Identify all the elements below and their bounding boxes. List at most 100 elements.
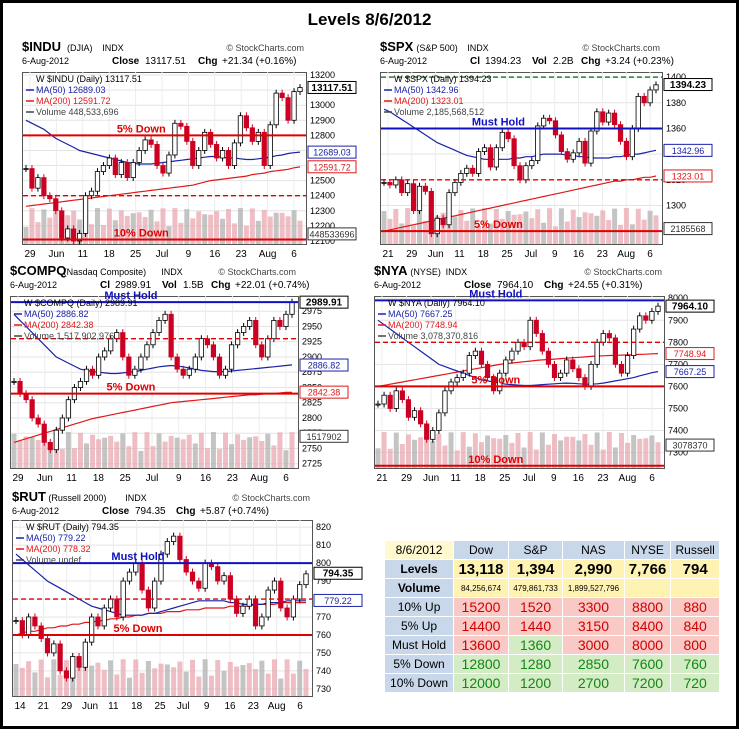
candle bbox=[649, 311, 655, 321]
candle bbox=[126, 571, 133, 582]
candle bbox=[503, 359, 509, 374]
volume-bar bbox=[649, 435, 655, 468]
volume-bar bbox=[381, 432, 387, 468]
legend-entry: MA(200) 778.32 bbox=[26, 544, 91, 554]
value-tag-text: 13117.51 bbox=[311, 83, 353, 94]
value-tag bbox=[663, 143, 713, 157]
candle bbox=[53, 429, 59, 451]
candle bbox=[139, 562, 145, 591]
candle bbox=[158, 553, 164, 582]
close-value: 7964.10 bbox=[497, 280, 534, 291]
x-tick-label: 18 bbox=[478, 249, 490, 260]
chart-exchange: INDX bbox=[467, 43, 489, 53]
volume-bar bbox=[94, 208, 100, 244]
volume-bar bbox=[183, 671, 189, 696]
volume-bar bbox=[95, 662, 101, 696]
candle bbox=[545, 350, 552, 365]
candle bbox=[617, 124, 624, 142]
chart-name: (NYSE) bbox=[410, 267, 441, 277]
candle bbox=[124, 162, 130, 179]
volume-bar bbox=[265, 673, 271, 696]
candle bbox=[166, 154, 172, 174]
volume-bar bbox=[184, 209, 190, 244]
table-cell: 1200 bbox=[507, 673, 564, 693]
volume-bar bbox=[458, 210, 464, 244]
volume-bar bbox=[527, 432, 533, 468]
candle bbox=[41, 177, 47, 197]
volume-bar bbox=[190, 218, 196, 244]
volume-bar bbox=[126, 677, 132, 696]
x-tick-label: Jun bbox=[82, 701, 98, 712]
candle bbox=[76, 656, 82, 668]
legend-entry: W $RUT (Daily) 794.35 bbox=[26, 522, 119, 532]
legend-entry: W $SPX (Daily) 1394.23 bbox=[394, 74, 492, 84]
table-cell: 7600 bbox=[623, 654, 672, 674]
legend-entry: MA(50) 779.22 bbox=[26, 533, 86, 543]
candle bbox=[208, 131, 214, 145]
volume-bar bbox=[399, 444, 405, 468]
candle bbox=[558, 372, 564, 378]
volume-bar bbox=[243, 225, 249, 244]
volume-bar bbox=[220, 218, 226, 244]
candle bbox=[243, 115, 249, 129]
table-cell: 7,766 bbox=[623, 559, 672, 579]
candle bbox=[219, 150, 226, 159]
volume-bar bbox=[511, 214, 517, 244]
volume-bar bbox=[493, 208, 499, 244]
candle bbox=[112, 157, 118, 175]
candle bbox=[623, 140, 630, 158]
candle bbox=[297, 584, 303, 600]
close-value: 13117.51 bbox=[145, 56, 186, 67]
candle bbox=[162, 313, 168, 321]
x-tick-label: 18 bbox=[131, 701, 143, 712]
candle bbox=[29, 168, 35, 189]
y-tick-label: 750 bbox=[316, 648, 331, 658]
candle bbox=[452, 181, 458, 194]
volume-bar bbox=[47, 444, 53, 468]
level-label: Must Hold bbox=[104, 290, 157, 302]
vol-value: 2.2B bbox=[553, 56, 574, 67]
candle bbox=[53, 198, 59, 212]
candle bbox=[106, 157, 112, 166]
candle bbox=[221, 575, 227, 582]
row-label: 5% Down bbox=[383, 654, 455, 674]
volume-bar bbox=[208, 675, 214, 696]
candle bbox=[588, 130, 594, 164]
candle bbox=[624, 355, 631, 374]
volume-bar bbox=[290, 673, 296, 696]
volume-bar bbox=[588, 213, 594, 244]
value-tag-text: 2989.91 bbox=[306, 298, 343, 309]
row-label: Must Hold bbox=[383, 635, 455, 655]
candle bbox=[136, 150, 142, 163]
candle bbox=[183, 559, 189, 573]
chg-value: +22.01 (+0.74%) bbox=[235, 280, 310, 291]
x-tick-label: 11 bbox=[78, 249, 89, 260]
volume-bar bbox=[23, 436, 29, 468]
candle bbox=[618, 363, 625, 374]
y-tick-label: 8000 bbox=[668, 293, 688, 303]
table-cell: 14400 bbox=[453, 616, 509, 636]
row-label: 5% Up bbox=[383, 616, 455, 636]
y-tick-label: 1360 bbox=[666, 123, 686, 133]
value-tag bbox=[665, 347, 715, 361]
y-tick-label: 12900 bbox=[310, 115, 335, 125]
volume-bar bbox=[533, 449, 539, 468]
chart-symbol: $SPX bbox=[380, 40, 414, 54]
level-label: 5% Down bbox=[471, 374, 520, 386]
vol-label: Vol bbox=[162, 280, 177, 291]
close-label: Close bbox=[112, 56, 140, 67]
ma200-line bbox=[25, 166, 301, 207]
candle bbox=[177, 535, 183, 560]
x-tick-label: 16 bbox=[200, 473, 212, 484]
candle bbox=[576, 368, 582, 378]
chart-svg: $RUT (Russell 2000) INDX © StockCharts.com 6… bbox=[12, 490, 363, 712]
candle bbox=[189, 571, 196, 582]
y-tick-label: 2875 bbox=[302, 367, 322, 377]
candle bbox=[114, 332, 120, 340]
candle bbox=[222, 368, 229, 376]
volume-bar bbox=[478, 442, 484, 468]
volume-bar bbox=[156, 433, 162, 468]
volume-bar bbox=[466, 446, 472, 468]
volume-bar bbox=[168, 435, 174, 468]
volume-bar bbox=[515, 432, 521, 468]
